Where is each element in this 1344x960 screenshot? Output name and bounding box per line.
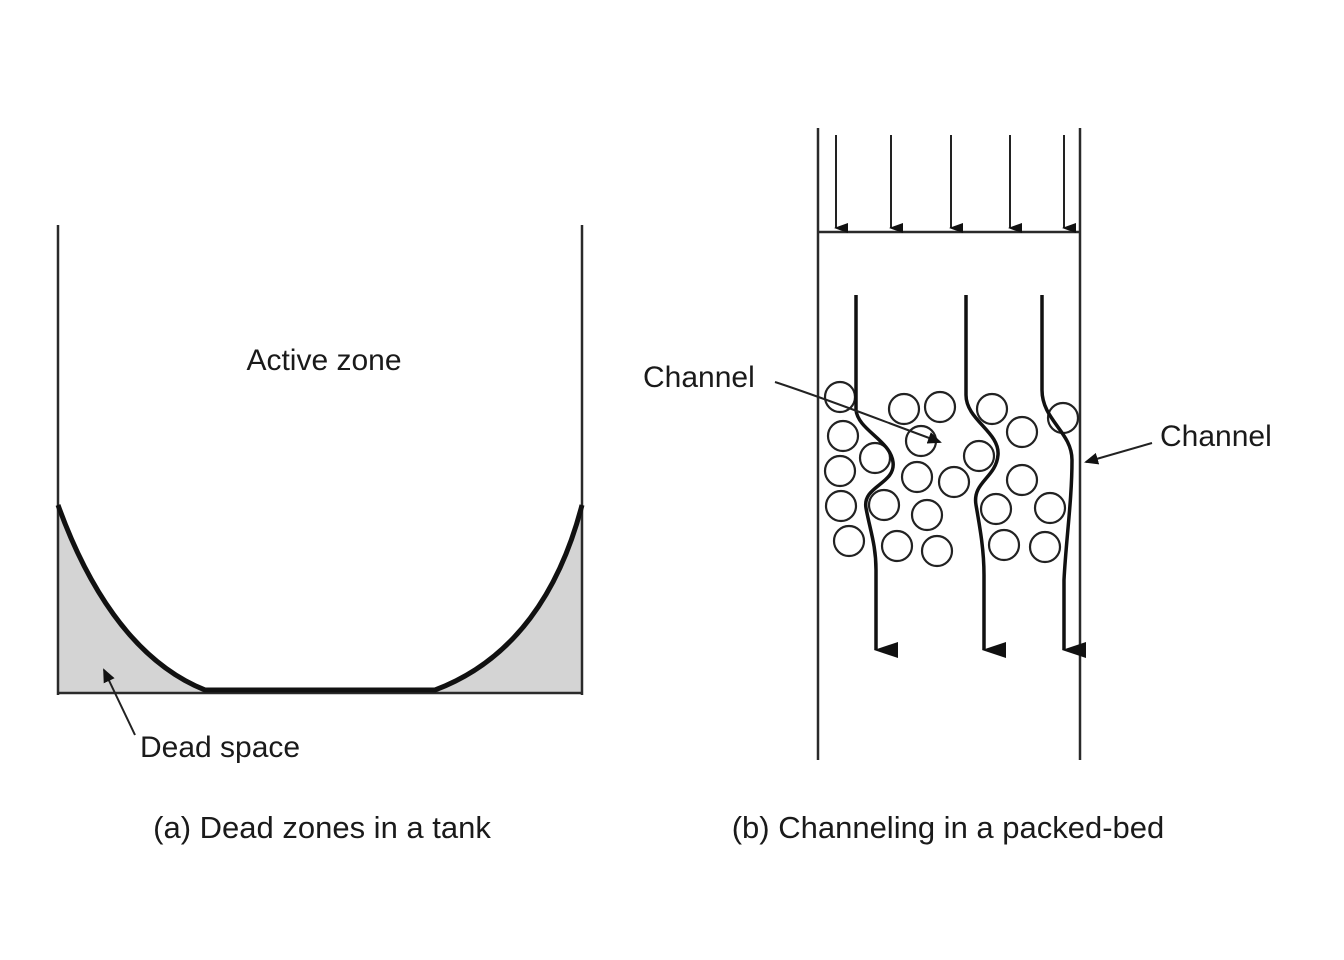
packing-particle <box>858 441 892 475</box>
packing-particles <box>823 380 1080 568</box>
packing-particle <box>1005 463 1039 497</box>
dead-space-right <box>435 505 582 692</box>
panel-b-packed-bed: Channel Channel (b) Channeling in a pack… <box>643 128 1272 845</box>
packing-particle <box>975 392 1009 426</box>
channel-leader-left <box>774 381 942 444</box>
packing-particle <box>910 498 944 532</box>
packing-particle <box>900 460 934 494</box>
flow-channel-path <box>854 295 898 658</box>
packing-particle <box>823 380 857 414</box>
dead-space-left <box>58 505 205 692</box>
channel-label-right: Channel <box>1160 420 1272 453</box>
channel-leader-right <box>1084 442 1153 465</box>
caption-b: (b) Channeling in a packed-bed <box>732 810 1165 845</box>
packing-particle <box>824 489 858 523</box>
dead-space-leader <box>103 668 136 736</box>
channel-label-left: Channel <box>643 361 755 394</box>
dead-space-label: Dead space <box>140 731 300 764</box>
packing-particle <box>1033 491 1067 525</box>
packing-particle <box>880 529 914 563</box>
inlet-arrows <box>834 135 1076 233</box>
flow-channel-path <box>964 295 1006 658</box>
panel-a-tank: Active zone Dead space (a) Dead zones in… <box>55 225 585 845</box>
packing-particle <box>887 392 921 426</box>
active-zone-boundary <box>55 504 585 693</box>
packing-particle <box>1028 530 1062 564</box>
packing-particle <box>1005 415 1039 449</box>
caption-a: (a) Dead zones in a tank <box>153 810 491 845</box>
flow-channel-path <box>1040 295 1086 658</box>
packing-particle <box>962 439 996 473</box>
packing-particle <box>923 390 957 424</box>
packing-particle <box>826 419 860 453</box>
packing-particle <box>920 534 954 568</box>
active-zone-label: Active zone <box>246 344 401 377</box>
packing-particle <box>937 465 971 499</box>
packing-particle <box>867 488 901 522</box>
packing-particle <box>987 528 1021 562</box>
packing-particle <box>823 454 857 488</box>
packing-particle <box>832 524 866 558</box>
packing-particle <box>979 492 1013 526</box>
flow-channels <box>854 295 1086 658</box>
